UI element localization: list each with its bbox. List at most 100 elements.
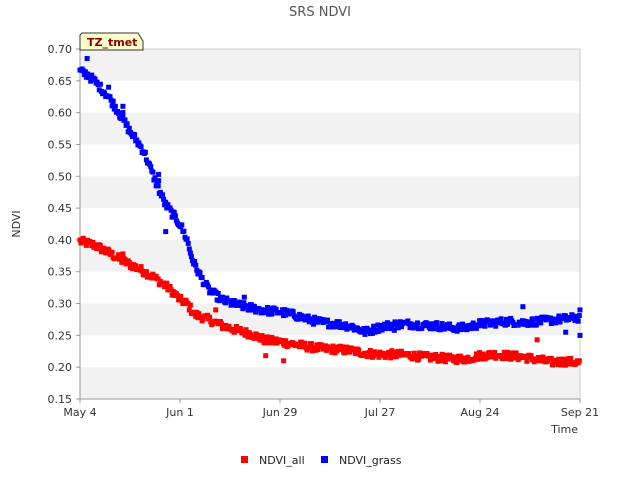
ndvi-grass-point xyxy=(147,161,153,167)
y-axis-label: NDVI xyxy=(10,210,23,237)
ndvi-grass-point xyxy=(161,196,167,202)
ndvi-all-point xyxy=(540,354,546,360)
badge-label: TZ_tmet xyxy=(87,36,137,49)
ndvi-all-point xyxy=(164,280,170,286)
ndvi-all-point xyxy=(247,332,253,338)
ndvi-grass-point xyxy=(152,175,158,181)
ndvi-all-point xyxy=(395,348,401,354)
ndvi-all-point xyxy=(416,357,422,362)
y-tick-label: 0.15 xyxy=(48,393,73,406)
y-tick-label: 0.50 xyxy=(48,170,73,183)
ndvi-grass-point xyxy=(124,121,130,127)
ndvi-grass-point xyxy=(216,298,222,304)
ndvi-grass-point xyxy=(343,321,349,327)
ndvi-all-point xyxy=(454,360,460,365)
ndvi-grass-point xyxy=(188,254,194,260)
legend-label-NDVI_all: NDVI_all xyxy=(259,454,305,467)
ndvi-grass-point xyxy=(336,319,342,325)
ndvi-all-point xyxy=(458,355,464,361)
x-axis: May 4 Jun 1 Jun 29 Jul 27 Aug 24 Sep 21 xyxy=(63,398,599,419)
x-tick-label: Aug 24 xyxy=(461,406,500,419)
ndvi-all-point xyxy=(315,347,321,353)
ndvi-all-point xyxy=(352,351,358,357)
ndvi-all-point xyxy=(200,316,206,322)
ndvi-all-point-outlier xyxy=(534,337,540,343)
ndvi-grass-point xyxy=(315,319,321,325)
y-tick-label: 0.45 xyxy=(48,202,73,215)
y-tick-label: 0.65 xyxy=(48,75,73,88)
ndvi-grass-point xyxy=(428,321,434,327)
ndvi-grass-point xyxy=(405,318,411,324)
ndvi-grass-point xyxy=(375,322,381,328)
ndvi-all-point xyxy=(334,348,340,354)
badge: TZ_tmet xyxy=(79,32,144,51)
ndvi-all-point xyxy=(536,355,542,360)
ndvi-grass-point xyxy=(263,307,269,313)
ndvi-all-point xyxy=(297,344,303,350)
ndvi-grass-point xyxy=(185,240,191,246)
ndvi-all-point xyxy=(343,349,349,355)
ndvi-grass-point xyxy=(325,317,330,323)
ndvi-grass-point xyxy=(456,322,462,328)
ndvi-grass-point-outlier xyxy=(391,327,397,333)
ndvi-grass-point xyxy=(197,270,203,276)
ndvi-all-point-outlier xyxy=(120,251,126,257)
ndvi-grass-point xyxy=(447,321,453,327)
ndvi-grass-point xyxy=(482,323,488,329)
ndvi-all-point xyxy=(462,359,468,365)
ndvi-grass-point-outlier xyxy=(84,56,90,61)
ndvi-all-point xyxy=(441,356,447,362)
ndvi-all-point xyxy=(538,358,544,364)
ndvi-all-point xyxy=(122,257,128,262)
ndvi-all-point xyxy=(196,311,202,317)
ndvi-grass-point xyxy=(454,328,460,334)
ndvi-grass-point xyxy=(432,326,438,332)
ndvi-grass-point xyxy=(575,318,581,324)
y-axis: 0.15 0.20 0.25 0.30 0.35 0.40 0.45 0.50 0.55 0.60… xyxy=(48,43,81,406)
ndvi-all-point xyxy=(478,356,484,362)
ndvi-all-point xyxy=(283,338,289,344)
x-tick-label: Sep 21 xyxy=(561,406,599,419)
ndvi-grass-point xyxy=(241,300,247,306)
ndvi-all-point xyxy=(502,356,508,362)
ndvi-grass-point xyxy=(533,322,539,328)
ndvi-grass-point xyxy=(111,106,117,112)
ndvi-all-point-outlier xyxy=(263,353,269,359)
y-tick-label: 0.55 xyxy=(48,138,73,151)
ndvi-grass-point xyxy=(468,326,474,332)
ndvi-grass-point xyxy=(239,303,245,309)
ndvi-grass-point xyxy=(350,324,356,330)
ndvi-all-point xyxy=(259,333,265,339)
ndvi-grass-point xyxy=(150,169,156,175)
ndvi-all-point xyxy=(475,356,480,362)
ndvi-all-point xyxy=(386,349,392,355)
ndvi-all-point xyxy=(97,243,103,249)
ndvi-grass-point xyxy=(112,103,118,109)
ndvi-all-point xyxy=(388,355,394,361)
ndvi-grass-point-outlier xyxy=(520,304,526,310)
ndvi-all-point xyxy=(329,349,335,355)
ndvi-all-point xyxy=(80,235,86,241)
ndvi-grass-point xyxy=(266,311,272,317)
ndvi-all-point xyxy=(382,354,388,360)
ndvi-all-point xyxy=(560,356,566,362)
data-points xyxy=(77,56,583,368)
ndvi-grass-point xyxy=(531,316,537,322)
ndvi-grass-point xyxy=(556,313,562,319)
ndvi-all-point xyxy=(411,350,417,356)
ndvi-grass-point xyxy=(134,137,140,143)
ndvi-grass-point xyxy=(408,321,414,327)
legend-swatch-NDVI_grass xyxy=(321,456,328,463)
ndvi-grass-point xyxy=(160,192,165,198)
ndvi-grass-point xyxy=(224,295,230,301)
ndvi-all-point xyxy=(328,346,334,352)
ndvi-all-point xyxy=(231,329,237,335)
ndvi-grass-point xyxy=(245,307,251,313)
ndvi-grass-point xyxy=(110,98,116,104)
ndvi-grass-point xyxy=(493,323,499,329)
ndvi-all-point xyxy=(302,340,308,346)
ndvi-grass-point xyxy=(376,328,382,334)
ndvi-all-point xyxy=(109,249,115,255)
ndvi-grass-point xyxy=(269,311,275,317)
ndvi-grass-point xyxy=(89,72,95,78)
